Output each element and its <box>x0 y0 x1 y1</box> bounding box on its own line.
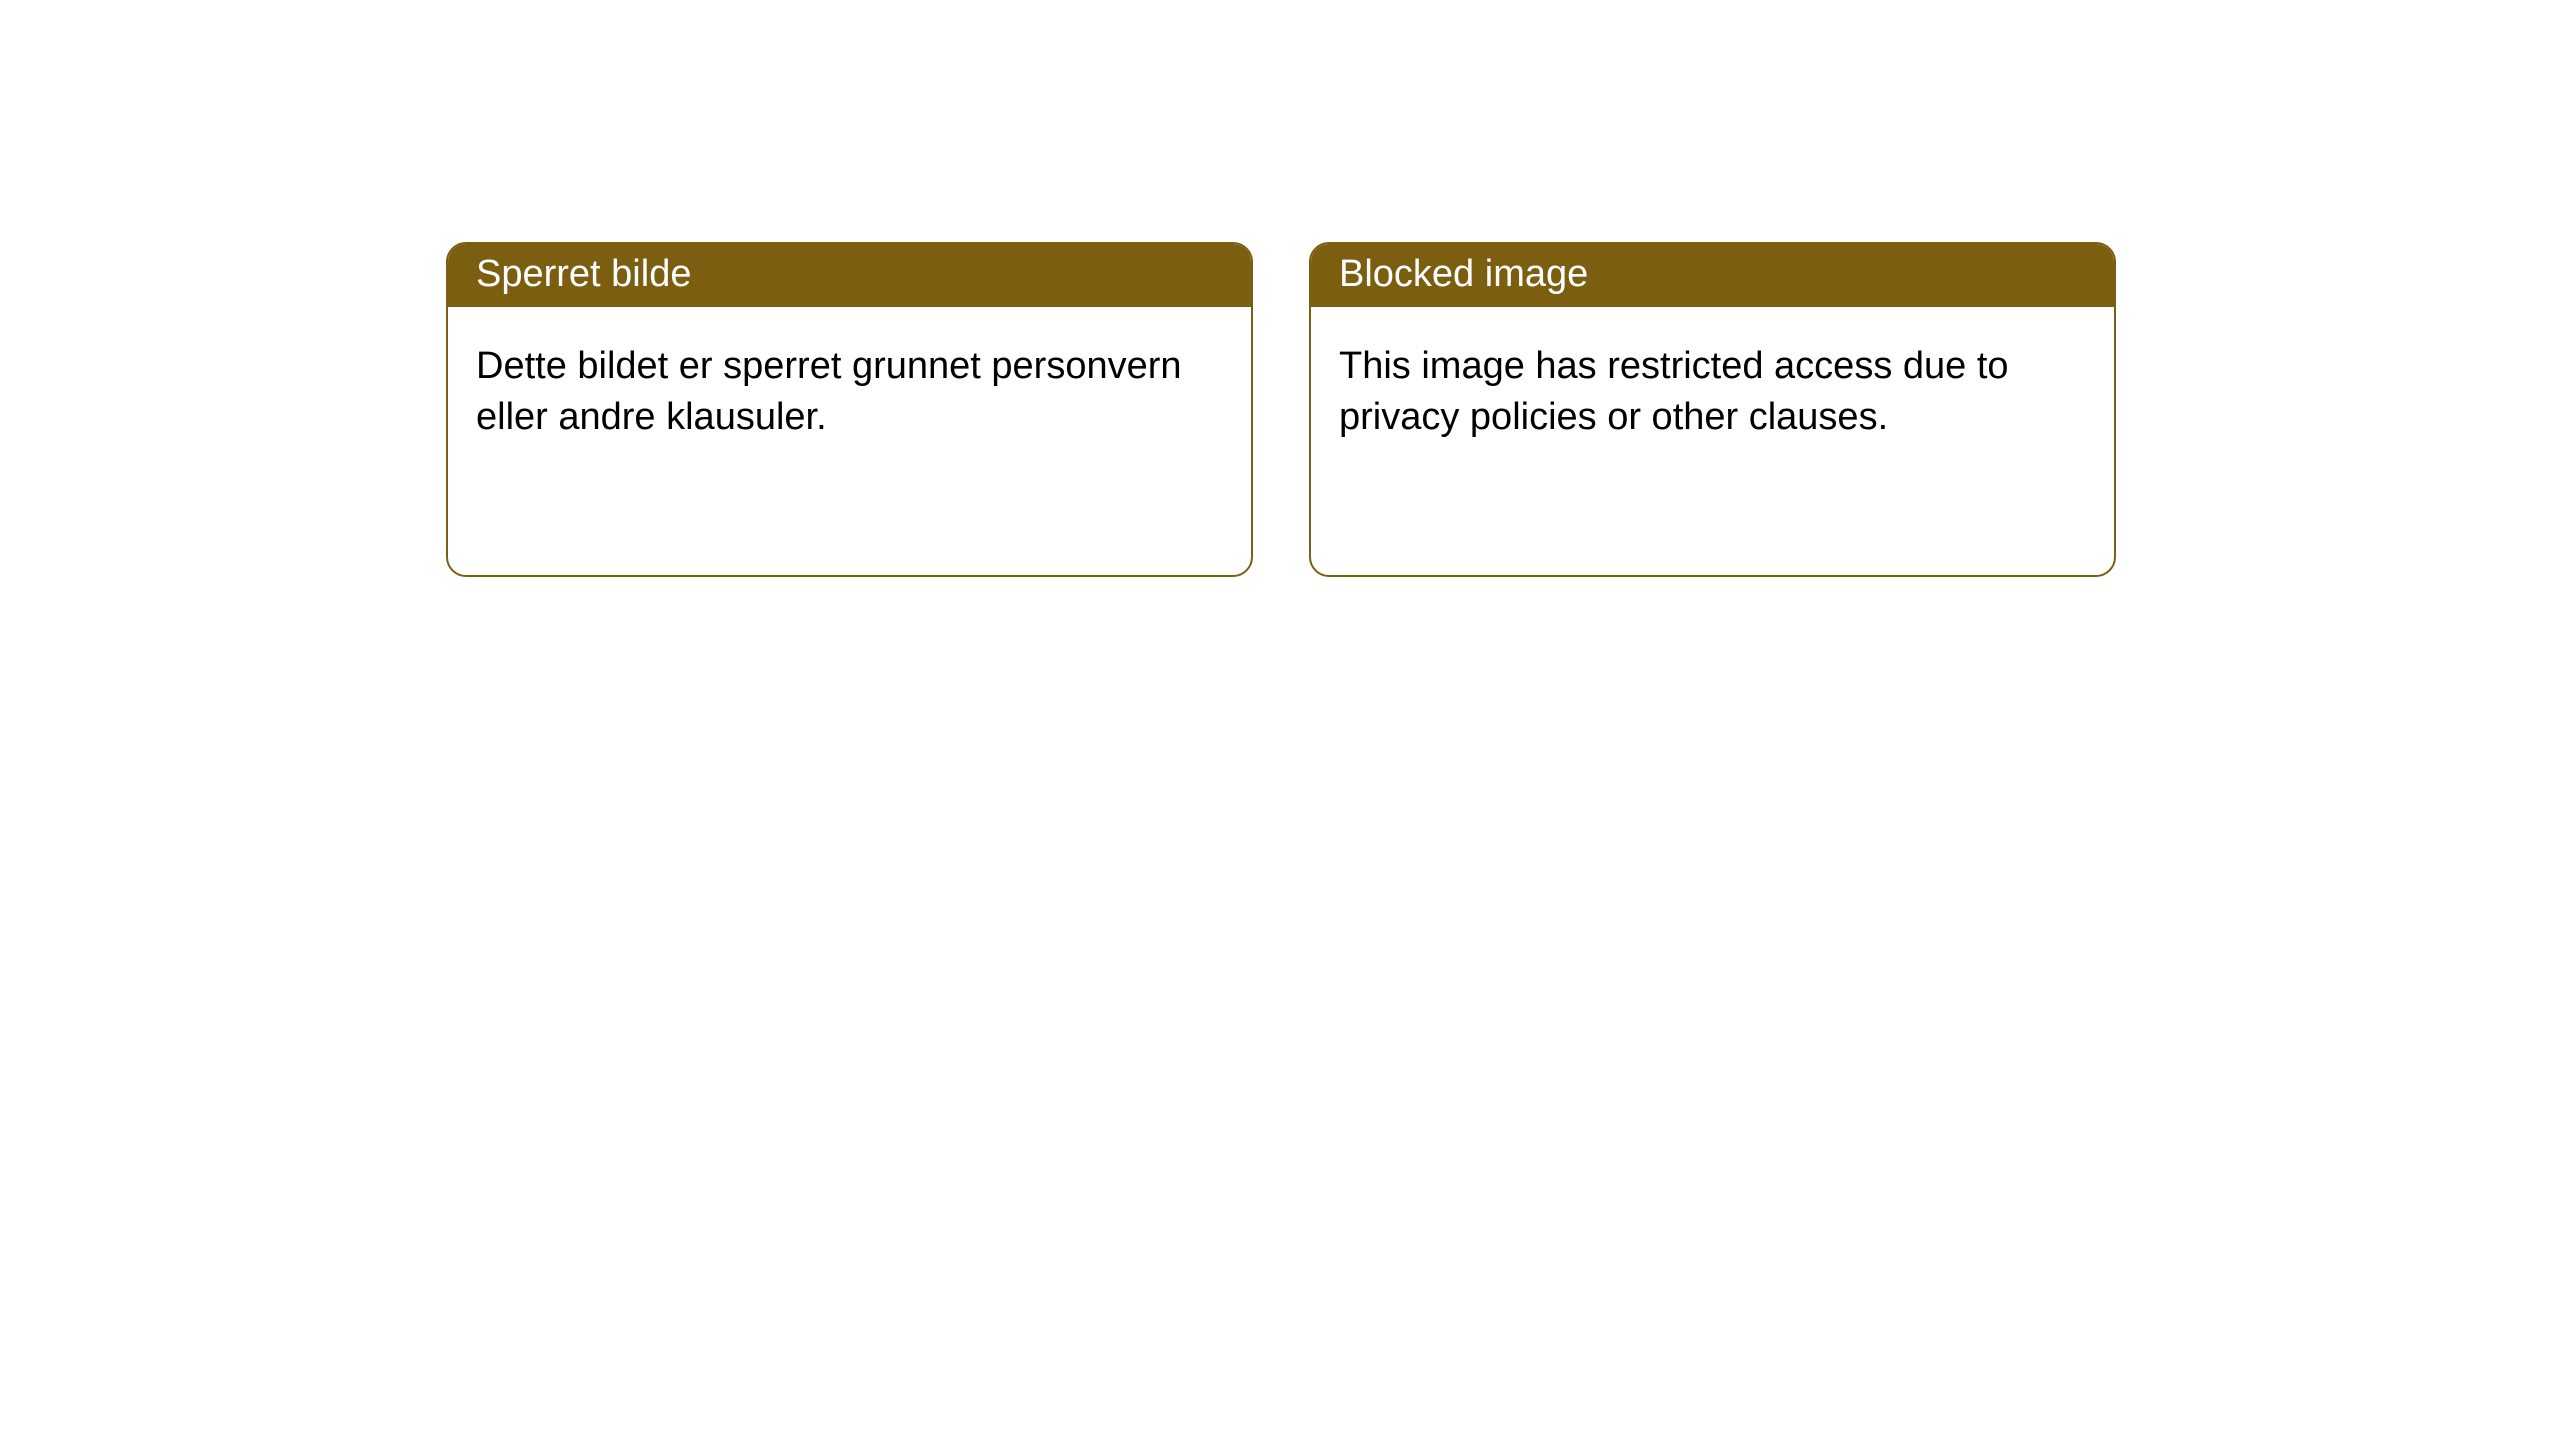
card-body-no: Dette bildet er sperret grunnet personve… <box>448 307 1251 478</box>
card-message-no: Dette bildet er sperret grunnet personve… <box>476 345 1182 438</box>
card-message-en: This image has restricted access due to … <box>1339 345 2009 438</box>
blocked-image-card-no: Sperret bilde Dette bildet er sperret gr… <box>446 242 1253 577</box>
card-header-en: Blocked image <box>1311 244 2114 307</box>
card-title-en: Blocked image <box>1339 253 1588 295</box>
card-title-no: Sperret bilde <box>476 253 691 295</box>
card-header-no: Sperret bilde <box>448 244 1251 307</box>
blocked-image-card-en: Blocked image This image has restricted … <box>1309 242 2116 577</box>
card-container: Sperret bilde Dette bildet er sperret gr… <box>0 0 2560 577</box>
card-body-en: This image has restricted access due to … <box>1311 307 2114 478</box>
